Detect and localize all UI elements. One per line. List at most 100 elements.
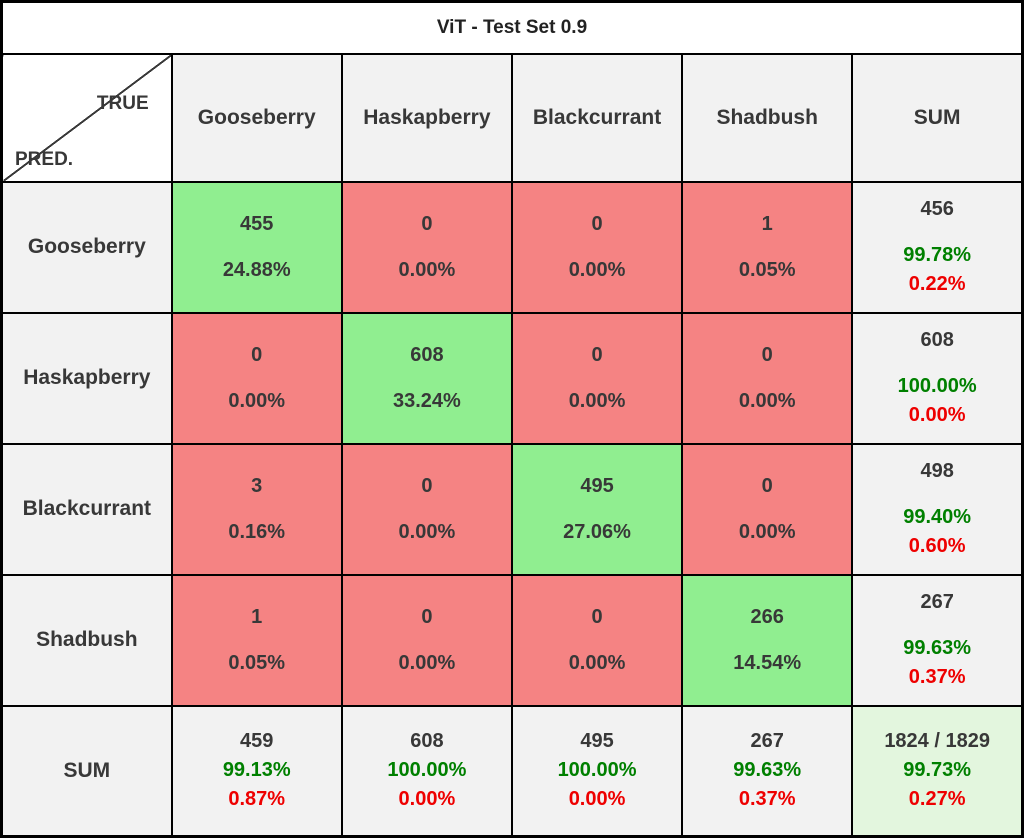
row-label-shadbush: Shadbush bbox=[0, 573, 173, 707]
sum-count: 459 bbox=[240, 730, 274, 753]
cell-r2c1: 0 0.00% bbox=[340, 442, 513, 576]
col-sum-blackcurrant: 495 100.00% 0.00% bbox=[510, 704, 684, 838]
cell-r3c0: 1 0.05% bbox=[170, 573, 343, 707]
cell-count: 0 bbox=[591, 605, 603, 628]
cell-r1c0: 0 0.00% bbox=[170, 311, 343, 445]
cell-r0c0: 455 24.88% bbox=[170, 180, 343, 314]
cell-r2c2: 495 27.06% bbox=[510, 442, 684, 576]
sum-bad-pct: 0.60% bbox=[908, 535, 966, 557]
sum-count: 495 bbox=[580, 730, 614, 753]
row-label-haskapberry: Haskapberry bbox=[0, 311, 173, 445]
cell-count: 0 bbox=[421, 605, 433, 628]
col-header-shadbush: Shadbush bbox=[681, 52, 854, 183]
axis-corner-cell: TRUE PRED. bbox=[0, 52, 173, 183]
row-haskapberry: Haskapberry 0 0.00% 608 33.24% 0 0.00% 0… bbox=[0, 311, 1024, 445]
row-gooseberry: Gooseberry 455 24.88% 0 0.00% 0 0.00% 1 … bbox=[0, 180, 1024, 314]
row-sum-gooseberry: 456 99.78% 0.22% bbox=[851, 180, 1024, 314]
cell-count: 0 bbox=[591, 212, 603, 235]
pred-axis-label: PRED. bbox=[15, 148, 74, 170]
row-sum-haskapberry: 608 100.00% 0.00% bbox=[851, 311, 1024, 445]
cell-pct: 0.16% bbox=[228, 520, 286, 543]
sum-good-pct: 100.00% bbox=[557, 759, 637, 782]
cell-pct: 14.54% bbox=[733, 651, 802, 674]
sum-count: 267 bbox=[750, 730, 784, 753]
sum-bad-pct: 0.00% bbox=[908, 404, 966, 426]
cell-r0c2: 0 0.00% bbox=[510, 180, 684, 314]
col-header-haskapberry: Haskapberry bbox=[340, 52, 513, 183]
col-sum-shadbush: 267 99.63% 0.37% bbox=[681, 704, 854, 838]
total-count: 1824 / 1829 bbox=[884, 730, 990, 753]
sum-good-pct: 99.63% bbox=[733, 759, 802, 782]
row-sum-blackcurrant: 498 99.40% 0.60% bbox=[851, 442, 1024, 576]
cell-pct: 0.00% bbox=[568, 651, 626, 674]
cell-count: 455 bbox=[240, 212, 274, 235]
sum-good-pct: 99.40% bbox=[903, 506, 972, 528]
cell-count: 0 bbox=[251, 343, 263, 366]
col-header-sum: SUM bbox=[851, 52, 1024, 183]
row-label-gooseberry: Gooseberry bbox=[0, 180, 173, 314]
cell-pct: 0.00% bbox=[398, 651, 456, 674]
cell-pct: 0.00% bbox=[738, 389, 796, 412]
cell-r0c1: 0 0.00% bbox=[340, 180, 513, 314]
cell-pct: 0.00% bbox=[568, 258, 626, 281]
sum-count: 456 bbox=[920, 198, 954, 220]
cell-count: 1 bbox=[251, 605, 263, 628]
cell-count: 0 bbox=[421, 212, 433, 235]
sum-count: 608 bbox=[920, 329, 954, 351]
row-sum-shadbush: 267 99.63% 0.37% bbox=[851, 573, 1024, 707]
column-header-row: TRUE PRED. Gooseberry Haskapberry Blackc… bbox=[0, 52, 1024, 183]
sum-bad-pct: 0.37% bbox=[908, 666, 966, 688]
sum-good-pct: 99.78% bbox=[903, 244, 972, 266]
cell-r1c2: 0 0.00% bbox=[510, 311, 684, 445]
true-axis-label: TRUE bbox=[96, 92, 149, 114]
cell-pct: 33.24% bbox=[392, 389, 461, 412]
grand-total-cell: 1824 / 1829 99.73% 0.27% bbox=[851, 704, 1024, 838]
cell-pct: 0.00% bbox=[398, 258, 456, 281]
col-header-gooseberry: Gooseberry bbox=[170, 52, 343, 183]
row-shadbush: Shadbush 1 0.05% 0 0.00% 0 0.00% 266 14.… bbox=[0, 573, 1024, 707]
cell-r3c1: 0 0.00% bbox=[340, 573, 513, 707]
cell-pct: 0.05% bbox=[738, 258, 796, 281]
total-error-pct: 0.27% bbox=[908, 788, 966, 811]
cell-count: 0 bbox=[761, 474, 773, 497]
col-sum-haskapberry: 608 100.00% 0.00% bbox=[340, 704, 513, 838]
total-accuracy-pct: 99.73% bbox=[903, 759, 972, 782]
cell-r0c3: 1 0.05% bbox=[681, 180, 854, 314]
cell-pct: 0.00% bbox=[738, 520, 796, 543]
title-row: ViT - Test Set 0.9 bbox=[0, 0, 1024, 55]
cell-r3c2: 0 0.00% bbox=[510, 573, 684, 707]
cell-r1c3: 0 0.00% bbox=[681, 311, 854, 445]
cell-r2c3: 0 0.00% bbox=[681, 442, 854, 576]
sum-bad-pct: 0.87% bbox=[228, 788, 286, 811]
chart-title: ViT - Test Set 0.9 bbox=[0, 0, 1024, 55]
cell-r2c0: 3 0.16% bbox=[170, 442, 343, 576]
sum-good-pct: 100.00% bbox=[897, 375, 977, 397]
col-header-blackcurrant: Blackcurrant bbox=[510, 52, 684, 183]
sum-count: 498 bbox=[920, 460, 954, 482]
sum-bad-pct: 0.37% bbox=[738, 788, 796, 811]
cell-count: 3 bbox=[251, 474, 263, 497]
sum-row: SUM 459 99.13% 0.87% 608 100.00% 0.00% 4… bbox=[0, 704, 1024, 838]
cell-pct: 24.88% bbox=[222, 258, 291, 281]
cell-pct: 27.06% bbox=[563, 520, 631, 543]
col-sum-gooseberry: 459 99.13% 0.87% bbox=[170, 704, 343, 838]
cell-count: 266 bbox=[750, 605, 784, 628]
sum-good-pct: 99.13% bbox=[222, 759, 291, 782]
cell-pct: 0.05% bbox=[228, 651, 286, 674]
sum-bad-pct: 0.22% bbox=[908, 273, 966, 295]
row-label-sum: SUM bbox=[0, 704, 173, 838]
cell-count: 1 bbox=[761, 212, 773, 235]
sum-bad-pct: 0.00% bbox=[398, 788, 456, 811]
cell-count: 495 bbox=[580, 474, 614, 497]
cell-count: 0 bbox=[591, 343, 603, 366]
cell-pct: 0.00% bbox=[228, 389, 286, 412]
row-label-blackcurrant: Blackcurrant bbox=[0, 442, 173, 576]
sum-good-pct: 100.00% bbox=[387, 759, 467, 782]
sum-bad-pct: 0.00% bbox=[568, 788, 626, 811]
row-blackcurrant: Blackcurrant 3 0.16% 0 0.00% 495 27.06% … bbox=[0, 442, 1024, 576]
cell-count: 0 bbox=[421, 474, 433, 497]
cell-count: 0 bbox=[761, 343, 773, 366]
sum-count: 608 bbox=[410, 730, 444, 753]
sum-count: 267 bbox=[920, 591, 954, 613]
